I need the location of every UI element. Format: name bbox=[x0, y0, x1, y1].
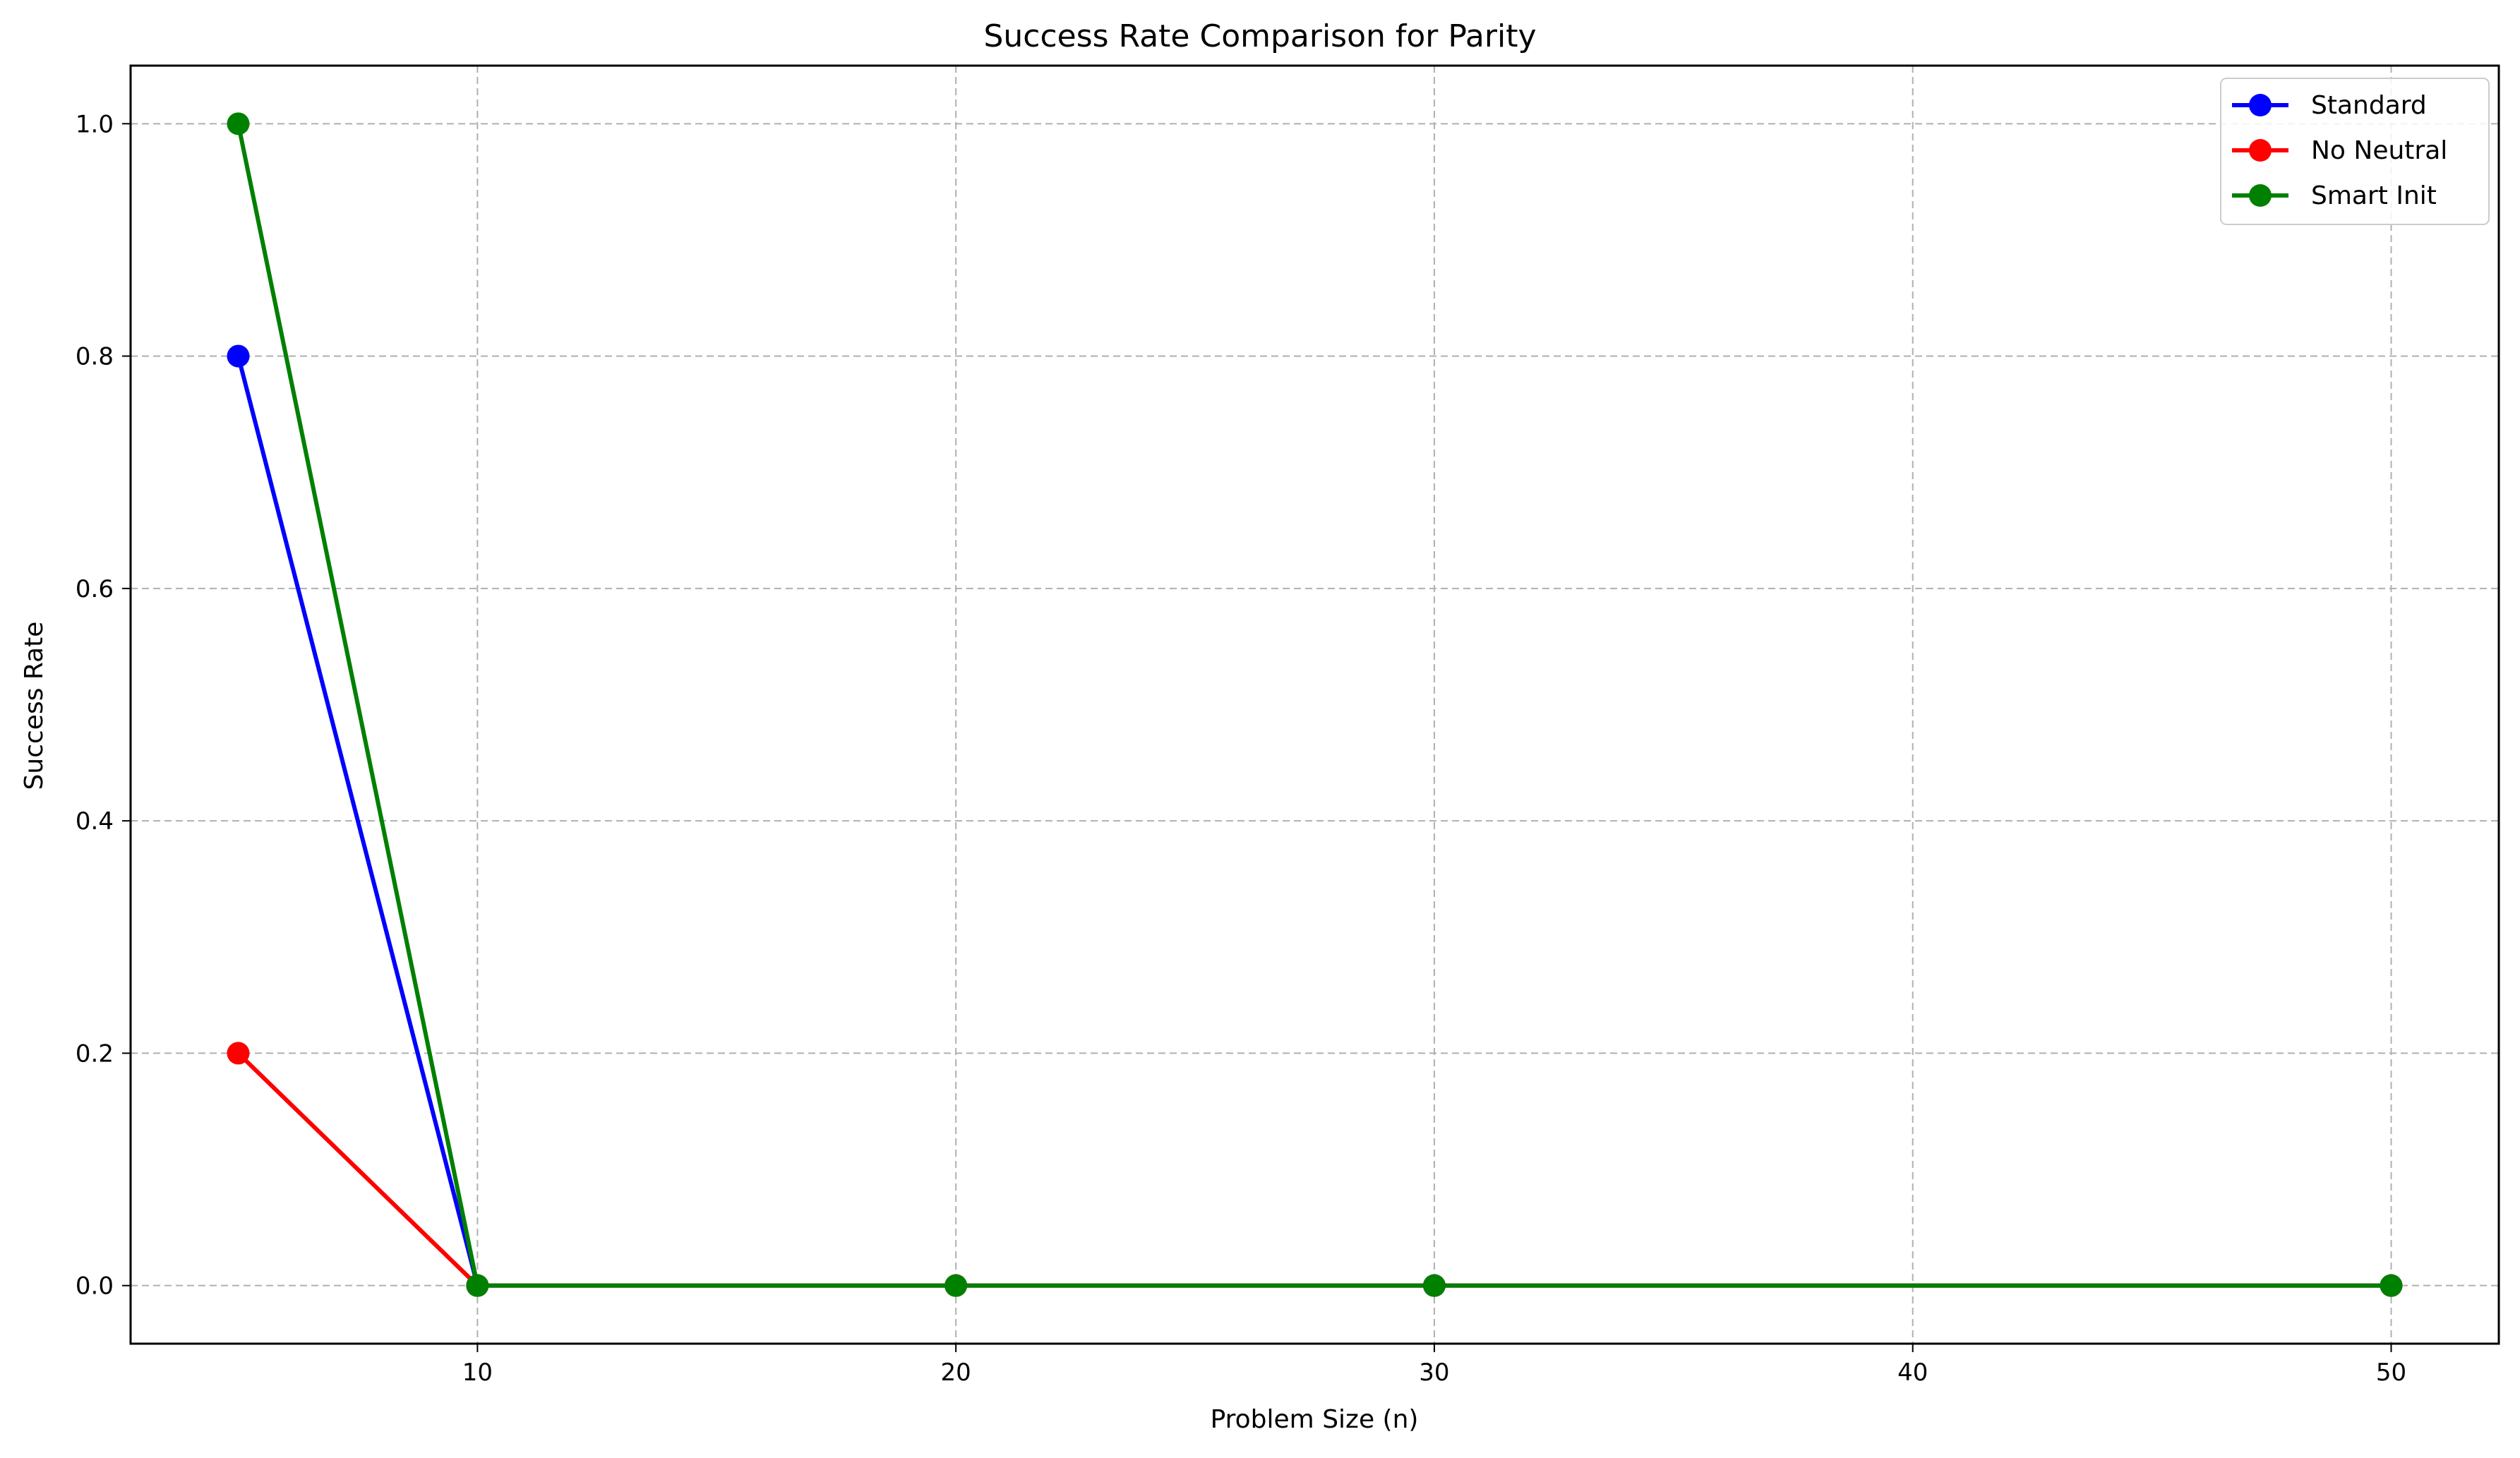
legend-marker bbox=[2249, 139, 2272, 162]
grid bbox=[131, 66, 2499, 1344]
data-point bbox=[227, 1042, 250, 1065]
legend-label: Standard bbox=[2311, 91, 2427, 120]
data-point bbox=[1422, 1274, 1446, 1297]
data-point bbox=[466, 1274, 489, 1297]
legend-label: No Neutral bbox=[2311, 136, 2447, 165]
chart-title: Success Rate Comparison for Parity bbox=[983, 18, 1536, 54]
data-point bbox=[2380, 1274, 2403, 1297]
y-tick-label: 0.4 bbox=[76, 807, 114, 836]
data-point bbox=[227, 112, 250, 135]
legend-box bbox=[2220, 78, 2490, 225]
data-point bbox=[944, 1274, 968, 1297]
x-axis-label: Problem Size (n) bbox=[1211, 1405, 1419, 1434]
legend-marker bbox=[2249, 184, 2272, 207]
data-point bbox=[227, 344, 250, 368]
y-axis-ticks: 0.0 0.2 0.4 0.6 0.8 1.0 bbox=[76, 110, 131, 1301]
legend: Standard No Neutral Smart Init bbox=[2220, 78, 2490, 225]
plot-frame bbox=[129, 64, 2500, 1345]
x-tick-label: 10 bbox=[462, 1358, 493, 1387]
y-tick-label: 0.6 bbox=[76, 575, 114, 603]
x-tick-label: 20 bbox=[941, 1358, 971, 1387]
y-tick-label: 1.0 bbox=[76, 110, 114, 138]
x-tick-label: 40 bbox=[1897, 1358, 1928, 1387]
series-group bbox=[227, 112, 2403, 1297]
y-tick-label: 0.0 bbox=[76, 1272, 114, 1301]
y-tick-label: 0.2 bbox=[76, 1040, 114, 1068]
y-axis-label: Success Rate bbox=[20, 622, 49, 790]
x-tick-label: 30 bbox=[1419, 1358, 1449, 1387]
x-axis-ticks: 10 20 30 40 50 bbox=[462, 1344, 2406, 1387]
x-tick-label: 50 bbox=[2376, 1358, 2406, 1387]
legend-marker bbox=[2249, 94, 2272, 116]
legend-label: Smart Init bbox=[2311, 181, 2437, 210]
y-tick-label: 0.8 bbox=[76, 343, 114, 371]
